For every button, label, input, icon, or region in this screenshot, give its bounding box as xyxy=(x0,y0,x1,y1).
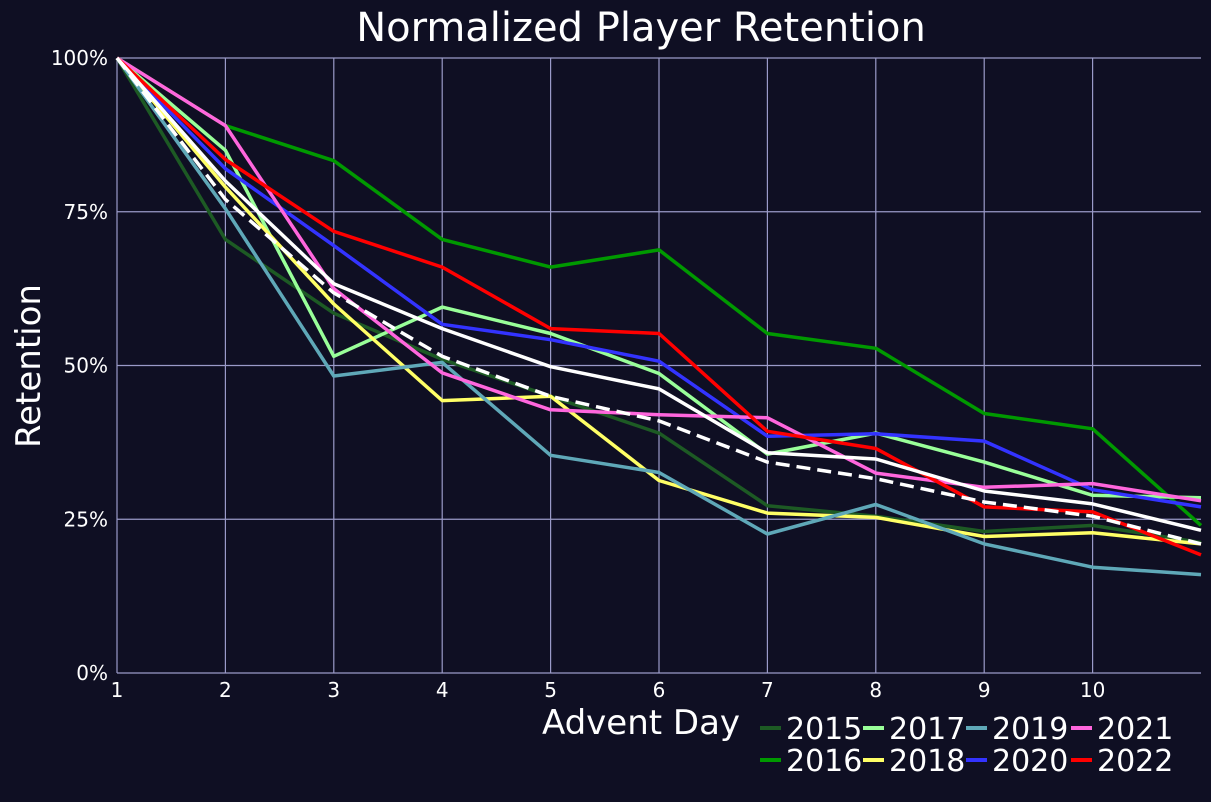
legend-label: 2016 xyxy=(786,744,862,779)
series-line-2017 xyxy=(115,56,1202,500)
series-line-2020 xyxy=(115,56,1202,509)
series-line-2016 xyxy=(116,56,1203,527)
x-tick-label: 5 xyxy=(544,678,557,702)
series-line-2021 xyxy=(116,56,1202,503)
legend-label: 2021 xyxy=(1097,712,1173,747)
y-tick-label: 50% xyxy=(64,354,108,378)
legend-label: 2019 xyxy=(992,712,1068,747)
series-line-2022 xyxy=(115,56,1202,557)
tick-labels: 1 2 3 4 5 6 7 8 9 100%25%50%75%100% xyxy=(51,46,1106,702)
legend-label: 2015 xyxy=(786,712,862,747)
x-tick-label: 4 xyxy=(436,678,449,702)
series-line-solid-white xyxy=(115,56,1202,533)
chart-title: Normalized Player Retention xyxy=(356,5,926,51)
x-tick-label: 6 xyxy=(653,678,666,702)
x-tick-label: 8 xyxy=(869,678,882,702)
series-lines xyxy=(115,56,1203,577)
series-line-2018 xyxy=(115,56,1202,546)
x-tick-label: 3 xyxy=(327,678,340,702)
y-tick-label: 75% xyxy=(64,200,108,224)
series-line-2019 xyxy=(115,56,1202,577)
legend-label: 2017 xyxy=(889,712,965,747)
y-axis-label: Retention xyxy=(9,284,49,448)
x-tick-label: 9 xyxy=(978,678,991,702)
legend-label: 2018 xyxy=(889,744,965,779)
y-tick-label: 0% xyxy=(76,661,108,685)
series-line-dashed-white xyxy=(115,56,1202,546)
legend-label: 2020 xyxy=(992,744,1068,779)
x-tick-label: 1 xyxy=(111,678,124,702)
x-axis-label: Advent Day xyxy=(542,703,740,743)
y-tick-label: 100% xyxy=(51,46,108,70)
legend-label: 2022 xyxy=(1097,744,1173,779)
x-tick-label: 7 xyxy=(761,678,774,702)
x-tick-label: 10 xyxy=(1080,678,1105,702)
y-tick-label: 25% xyxy=(64,507,108,531)
x-tick-label: 2 xyxy=(219,678,232,702)
